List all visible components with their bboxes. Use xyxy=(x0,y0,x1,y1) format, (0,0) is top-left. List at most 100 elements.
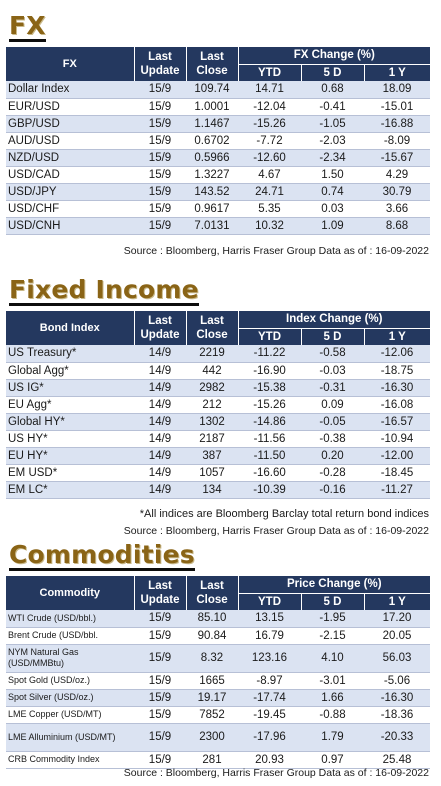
row-name: EM USD* xyxy=(6,464,134,482)
five-day-cell: -0.16 xyxy=(301,481,364,499)
five-day-cell: -0.31 xyxy=(301,379,364,397)
five-day-cell: 0.68 xyxy=(301,81,364,99)
ytd-cell: -8.97 xyxy=(238,672,301,690)
col-header-1y: 1 Y xyxy=(363,63,431,81)
one-year-cell: -15.67 xyxy=(364,149,431,167)
five-day-cell: -0.88 xyxy=(301,706,364,724)
five-day-cell: -0.41 xyxy=(301,98,364,116)
row-name: Global Agg* xyxy=(6,362,134,380)
one-year-cell: -12.00 xyxy=(364,447,430,465)
fixed-income-table: Bond Index Last Update Last Close Index Ch… xyxy=(6,311,430,499)
col-header-last-update: Last Update xyxy=(133,47,186,81)
one-year-cell: 56.03 xyxy=(364,644,431,673)
last-close-cell: 85.10 xyxy=(186,610,238,628)
last-close-cell: 387 xyxy=(186,447,238,465)
one-year-cell: -8.09 xyxy=(364,132,431,150)
table-row: Brent Crude (USD/bbl. 15/9 90.84 16.79 -2.15… xyxy=(6,627,431,645)
one-year-cell: 4.29 xyxy=(364,166,431,184)
ytd-cell: 24.71 xyxy=(238,183,301,201)
last-update-cell: 14/9 xyxy=(134,345,186,363)
fx-section-title: FX xyxy=(9,11,46,43)
fixed-income-section-title: Fixed Income xyxy=(9,275,199,307)
one-year-cell: 25.48 xyxy=(364,751,431,769)
last-close-cell: 0.9617 xyxy=(186,200,238,218)
table-row: USD/JPY 15/9 143.52 24.71 0.74 30.79 xyxy=(6,183,431,201)
one-year-cell: -16.30 xyxy=(364,379,430,397)
ytd-cell: 10.32 xyxy=(238,217,301,235)
table-row: EM USD* 14/9 1057 -16.60 -0.28 -18.45 xyxy=(6,464,430,482)
last-update-cell: 15/9 xyxy=(134,751,186,769)
last-close-cell: 8.32 xyxy=(186,644,238,673)
last-close-cell: 1057 xyxy=(186,464,238,482)
table-row: US HY* 14/9 2187 -11.56 -0.38 -10.94 xyxy=(6,430,430,448)
last-close-cell: 19.17 xyxy=(186,689,238,707)
table-row: Spot Silver (USD/oz.) 15/9 19.17 -17.74 1.66… xyxy=(6,689,431,707)
last-close-cell: 1302 xyxy=(186,413,238,431)
last-close-cell: 2187 xyxy=(186,430,238,448)
one-year-cell: -18.75 xyxy=(364,362,430,380)
col-header-ytd: YTD xyxy=(237,327,301,345)
ytd-cell: 16.79 xyxy=(238,627,301,645)
row-name: NYM Natural Gas (USD/MMBtu) xyxy=(6,644,134,673)
ytd-cell: -19.45 xyxy=(238,706,301,724)
one-year-cell: 3.66 xyxy=(364,200,431,218)
last-close-cell: 2219 xyxy=(186,345,238,363)
one-year-cell: -16.57 xyxy=(364,413,430,431)
last-update-cell: 14/9 xyxy=(134,396,186,414)
last-close-cell: 1665 xyxy=(186,672,238,690)
last-update-cell: 15/9 xyxy=(134,132,186,150)
fixed-income-title-text: Fixed Income xyxy=(9,275,199,304)
ytd-cell: 5.35 xyxy=(238,200,301,218)
one-year-cell: -20.33 xyxy=(364,723,431,752)
ytd-cell: -16.90 xyxy=(238,362,301,380)
five-day-cell: 0.09 xyxy=(301,396,364,414)
ytd-cell: 20.93 xyxy=(238,751,301,769)
one-year-cell: -15.01 xyxy=(364,98,431,116)
one-year-cell: -16.30 xyxy=(364,689,431,707)
commodities-table: Commodity Last Update Last Close Price Cha… xyxy=(6,576,431,769)
last-update-cell: 15/9 xyxy=(134,166,186,184)
col-header-5d: 5 D xyxy=(300,63,364,81)
col-header-5d: 5 D xyxy=(300,327,364,345)
row-name: US IG* xyxy=(6,379,134,397)
row-name: LME Alluminium (USD/MT) xyxy=(6,723,134,752)
fixed-income-source-note: Source : Bloomberg, Harris Fraser Group … xyxy=(123,525,429,537)
one-year-cell: -18.45 xyxy=(364,464,430,482)
last-update-cell: 15/9 xyxy=(134,672,186,690)
five-day-cell: -0.58 xyxy=(301,345,364,363)
five-day-cell: 4.10 xyxy=(301,644,364,673)
one-year-cell: -11.27 xyxy=(364,481,430,499)
last-update-cell: 15/9 xyxy=(134,689,186,707)
five-day-cell: 1.09 xyxy=(301,217,364,235)
last-update-cell: 14/9 xyxy=(134,413,186,431)
last-update-cell: 15/9 xyxy=(134,98,186,116)
last-update-cell: 14/9 xyxy=(134,379,186,397)
table-row: WTI Crude (USD/bbl.) 15/9 85.10 13.15 -1.95 1… xyxy=(6,610,431,628)
col-header-last-close: Last Close xyxy=(185,576,238,610)
col-header-ytd: YTD xyxy=(237,63,301,81)
table-row: EU HY* 14/9 387 -11.50 0.20 -12.00 xyxy=(6,447,430,465)
one-year-cell: -10.94 xyxy=(364,430,430,448)
table-row: LME Copper (USD/MT) 15/9 7852 -19.45 -0.88 -1… xyxy=(6,706,431,724)
last-close-cell: 212 xyxy=(186,396,238,414)
row-name: EU HY* xyxy=(6,447,134,465)
last-update-cell: 15/9 xyxy=(134,81,186,99)
fx-table: FX Last Update Last Close FX Change (%) YT… xyxy=(6,47,431,235)
col-header-price-change: Price Change (%) xyxy=(237,576,431,593)
last-update-cell: 15/9 xyxy=(134,706,186,724)
last-update-cell: 15/9 xyxy=(134,115,186,133)
table-row: US Treasury* 14/9 2219 -11.22 -0.58 -12.06 xyxy=(6,345,430,363)
table-row: LME Alluminium (USD/MT) 15/9 2300 -17.96 1.7… xyxy=(6,723,431,752)
col-header-last-close: Last Close xyxy=(185,311,238,345)
one-year-cell: 20.05 xyxy=(364,627,431,645)
title-underline xyxy=(9,568,195,571)
ytd-cell: -12.60 xyxy=(238,149,301,167)
ytd-cell: 13.15 xyxy=(238,610,301,628)
ytd-cell: -12.04 xyxy=(238,98,301,116)
five-day-cell: -1.95 xyxy=(301,610,364,628)
col-header-fx-change: FX Change (%) xyxy=(237,47,431,64)
ytd-cell: -15.26 xyxy=(238,396,301,414)
one-year-cell: -16.88 xyxy=(364,115,431,133)
row-name: US HY* xyxy=(6,430,134,448)
col-header-bond-index: Bond Index xyxy=(6,311,134,345)
